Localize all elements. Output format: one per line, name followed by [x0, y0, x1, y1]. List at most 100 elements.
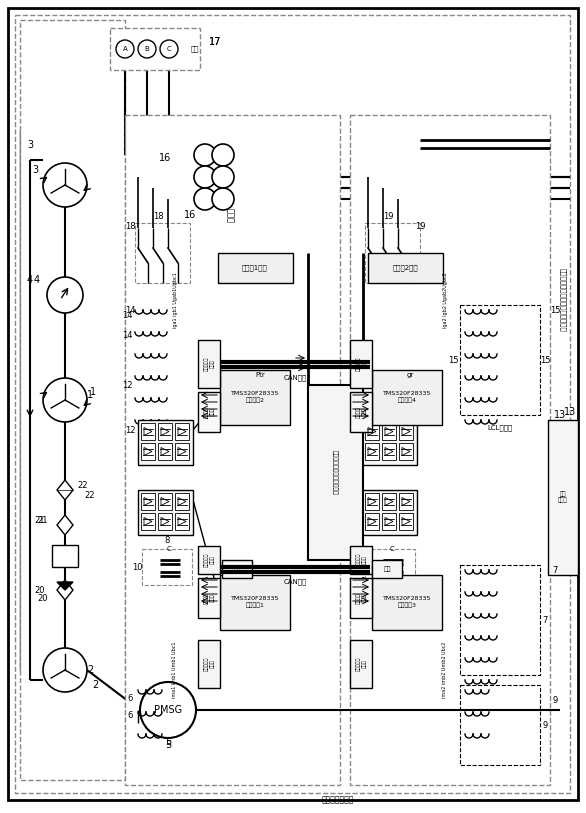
Bar — [158, 443, 172, 460]
Bar — [382, 443, 396, 460]
Circle shape — [194, 166, 216, 188]
Bar — [222, 560, 252, 578]
Bar — [175, 513, 189, 530]
Text: 变流利1模块: 变流利1模块 — [242, 265, 268, 272]
Text: 18: 18 — [125, 221, 135, 231]
Bar — [198, 640, 220, 688]
Bar — [135, 223, 190, 283]
Text: 机側电压电
流采样: 机側电压电 流采样 — [203, 553, 214, 567]
Bar — [365, 223, 420, 283]
Text: 13: 13 — [564, 407, 576, 417]
Text: 机側电压电
流采样: 机側电压电 流采样 — [356, 553, 366, 567]
Bar — [20, 20, 125, 780]
Bar — [175, 423, 189, 440]
Text: 20: 20 — [38, 593, 48, 602]
Bar — [365, 493, 379, 510]
Text: gr: gr — [406, 372, 414, 378]
Bar — [460, 305, 540, 415]
Text: 1: 1 — [90, 387, 96, 397]
Bar — [372, 560, 402, 578]
Circle shape — [160, 40, 178, 58]
Text: 14: 14 — [125, 306, 135, 315]
Bar — [368, 253, 443, 283]
Text: ima1 Imb1 Umb1 Ubc1: ima1 Imb1 Umb1 Ubc1 — [172, 641, 178, 698]
Text: iga2 igb2 Ugab2Ugbc2: iga2 igb2 Ugab2Ugbc2 — [442, 272, 448, 328]
Circle shape — [43, 163, 87, 207]
Text: 19: 19 — [383, 211, 393, 220]
Text: 15: 15 — [448, 355, 458, 364]
Bar — [198, 546, 220, 574]
Bar — [362, 420, 417, 465]
Text: 网側电压电
流采样: 网側电压电 流采样 — [356, 357, 366, 372]
Text: 12: 12 — [122, 380, 132, 389]
Text: 16: 16 — [184, 210, 196, 220]
Bar — [308, 385, 363, 560]
Text: CAN总线: CAN总线 — [284, 579, 306, 585]
Bar — [382, 513, 396, 530]
Bar — [218, 253, 293, 283]
Circle shape — [194, 144, 216, 166]
Text: TMS320F28335
控制系统4: TMS320F28335 控制系统4 — [383, 391, 431, 402]
Text: 10: 10 — [132, 563, 142, 572]
Bar — [399, 443, 413, 460]
Text: 电源: 电源 — [383, 566, 391, 572]
Text: 电源: 电源 — [233, 566, 241, 572]
Text: C: C — [390, 546, 395, 552]
Text: 13: 13 — [554, 410, 566, 420]
Text: 1: 1 — [87, 390, 93, 400]
Text: 22: 22 — [85, 490, 96, 499]
Circle shape — [47, 277, 83, 313]
Text: TMS320F28335
控制系统3: TMS320F28335 控制系统3 — [383, 596, 431, 608]
Bar — [138, 420, 193, 465]
Text: TMS320F28335
控制系统1: TMS320F28335 控制系统1 — [231, 596, 279, 608]
Text: 6: 6 — [127, 693, 132, 702]
Circle shape — [212, 166, 234, 188]
Bar — [350, 546, 372, 574]
Circle shape — [212, 144, 234, 166]
Text: 5: 5 — [165, 740, 171, 750]
Bar — [158, 423, 172, 440]
Text: 15: 15 — [550, 306, 560, 315]
Text: 6: 6 — [127, 711, 132, 720]
Text: 2: 2 — [92, 680, 98, 690]
Bar — [382, 493, 396, 510]
Bar — [141, 513, 155, 530]
Text: 3: 3 — [32, 165, 38, 175]
Circle shape — [140, 682, 196, 738]
Bar — [460, 565, 540, 675]
Text: 变压器: 变压器 — [226, 207, 234, 223]
Bar — [350, 640, 372, 688]
Text: ima2 imb2 Umb2 Ubc2: ima2 imb2 Umb2 Ubc2 — [442, 641, 448, 698]
Bar — [399, 513, 413, 530]
Text: iga1 igb1 Ugab1Ugbc1: iga1 igb1 Ugab1Ugbc1 — [172, 272, 178, 328]
Bar — [141, 423, 155, 440]
Text: 9: 9 — [553, 695, 558, 705]
Bar — [365, 549, 415, 585]
Bar — [372, 370, 442, 425]
Text: 电表: 电表 — [191, 46, 199, 52]
Text: 20: 20 — [35, 585, 45, 594]
Text: 5: 5 — [165, 737, 171, 747]
Bar — [141, 443, 155, 460]
Bar — [138, 490, 193, 535]
Text: 3: 3 — [27, 140, 33, 150]
Text: 驱动及保
护电路: 驱动及保 护电路 — [203, 592, 214, 604]
Circle shape — [212, 188, 234, 210]
Text: 驱动及保
护电路: 驱动及保 护电路 — [203, 406, 214, 418]
Text: B: B — [145, 46, 149, 52]
Text: 9: 9 — [543, 720, 548, 729]
Text: 变流利2模块: 变流利2模块 — [392, 265, 418, 272]
Bar — [399, 493, 413, 510]
Text: 7: 7 — [542, 615, 548, 624]
Text: 网側电压电
流采样: 网側电压电 流采样 — [203, 357, 214, 372]
Bar — [220, 370, 290, 425]
Bar — [365, 443, 379, 460]
Bar — [399, 423, 413, 440]
Text: 8: 8 — [164, 536, 170, 545]
Bar — [350, 115, 550, 785]
Bar — [548, 420, 578, 575]
Text: 2: 2 — [87, 665, 93, 675]
Text: 14: 14 — [122, 311, 132, 320]
Text: LCL滤波器: LCL滤波器 — [488, 424, 513, 432]
Text: 18: 18 — [153, 211, 163, 220]
